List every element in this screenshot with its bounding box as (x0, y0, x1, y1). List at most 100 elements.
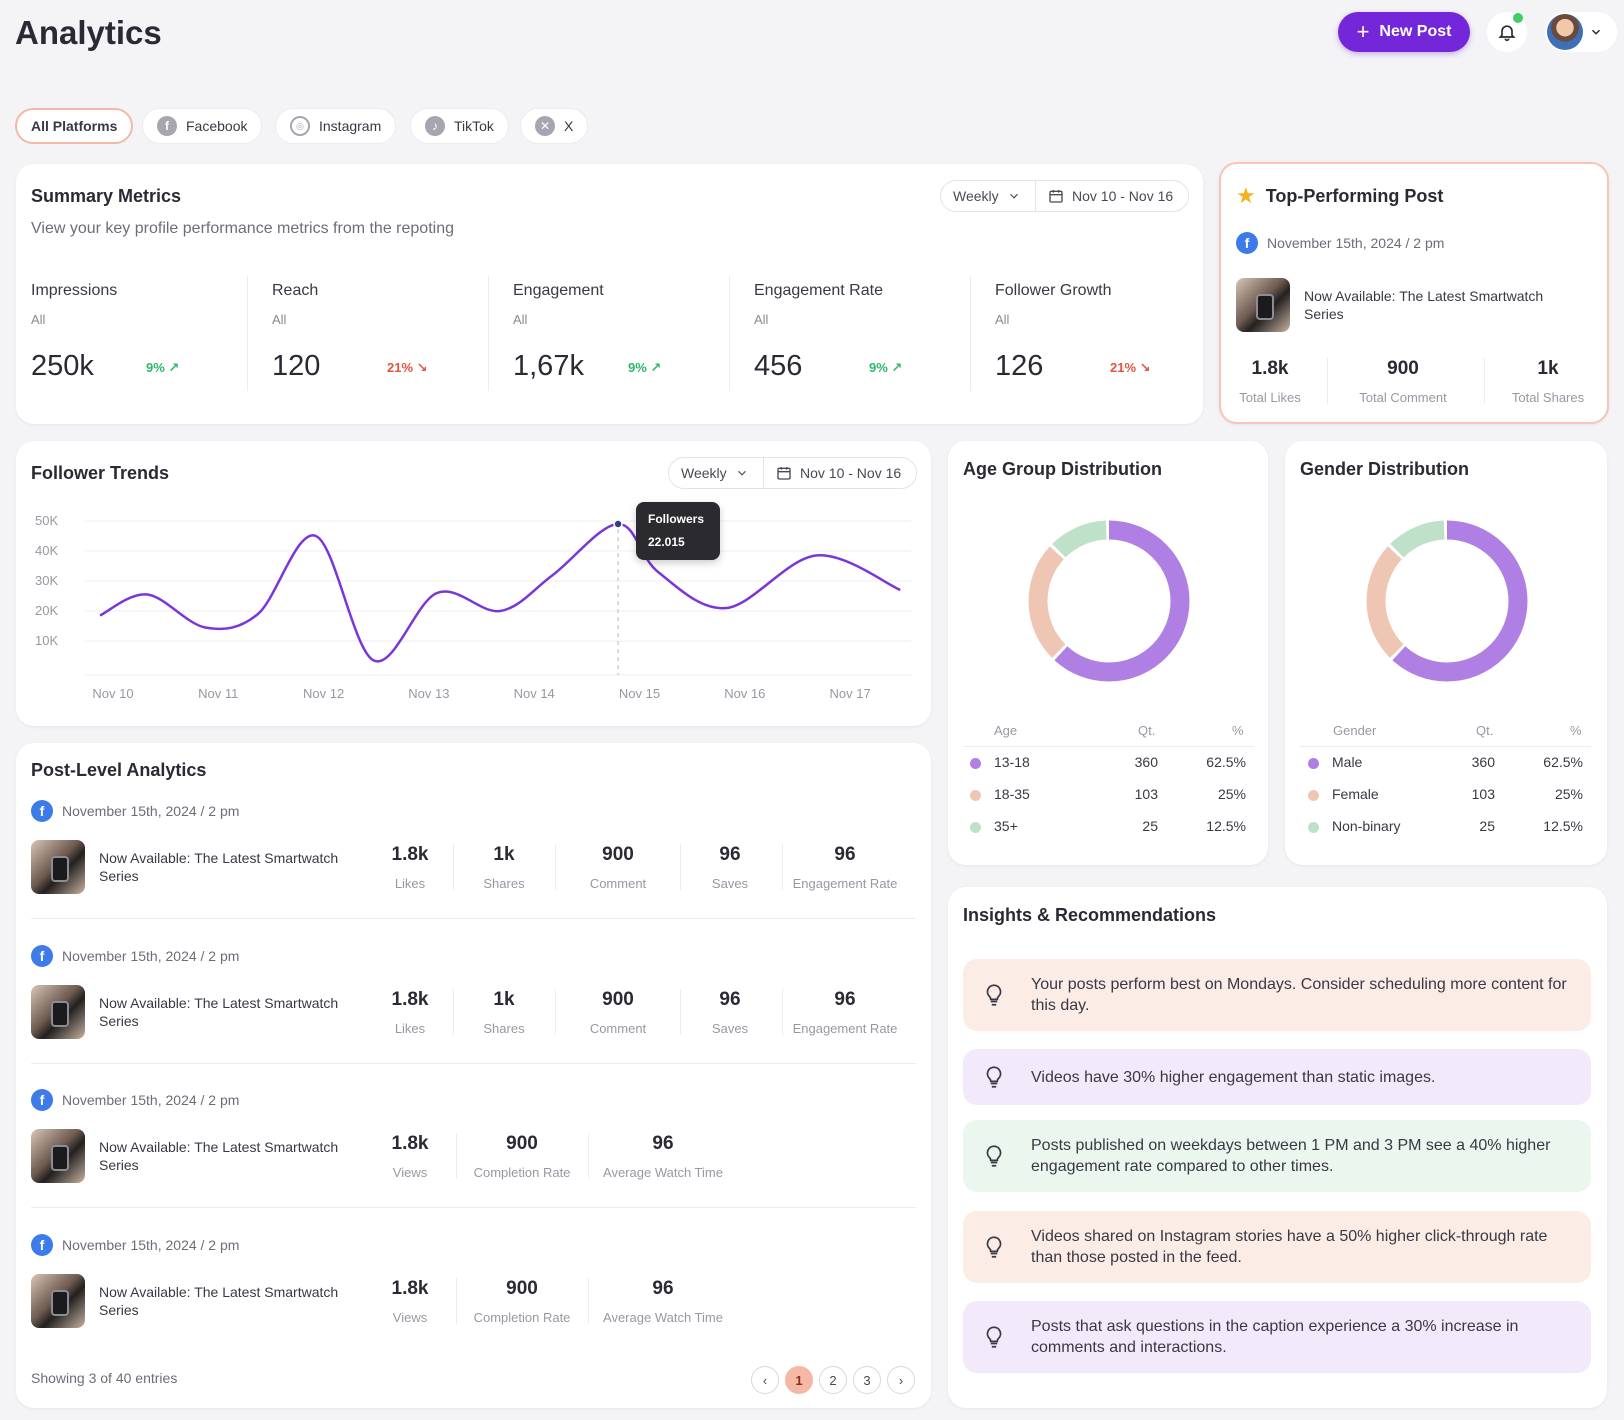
dist-row-pct: 12.5% (1543, 818, 1583, 834)
metric-label: Impressions (31, 282, 118, 299)
dist-row-pct: 25% (1554, 786, 1583, 802)
follower-trend-chart: 50K 40K 30K 20K 10K Nov 10 Nov 11 Nov 12 Nov 13 N… (35, 513, 911, 701)
platform-chip-facebook[interactable]: f Facebook (142, 108, 263, 144)
age-distribution-card (948, 441, 1268, 865)
metric-follower-growth: Follower Growth All 126 21% ↘ (995, 282, 1215, 382)
summary-title: Summary Metrics (31, 186, 182, 206)
platform-chip-x[interactable]: ✕ X (520, 108, 589, 144)
facebook-icon: f (31, 1089, 53, 1111)
platform-chip-all[interactable]: All Platforms (15, 108, 134, 144)
chevron-down-icon (737, 470, 746, 476)
chevron-down-icon (1591, 29, 1601, 35)
facebook-icon: f (31, 800, 53, 822)
insight-item: Posts that ask questions in the caption … (963, 1301, 1591, 1373)
metric-change: 9% ↗ (146, 360, 180, 375)
post-stat-value: 96 (652, 1133, 674, 1154)
top-post-text: Now Available: The Latest Smartwatch Ser… (1304, 288, 1544, 322)
post-stat-label: Views (392, 1165, 428, 1180)
period-label: Weekly (681, 465, 727, 481)
date-range-picker[interactable]: Nov 10 - Nov 16 (763, 458, 913, 488)
post-analytics-title: Post-Level Analytics (31, 760, 207, 780)
insights-title: Insights & Recommendations (963, 905, 1217, 925)
post-stat: 900 Completion Rate (458, 1133, 586, 1180)
y-tick-label: 50K (35, 513, 58, 528)
post-thumbnail (31, 1129, 85, 1183)
x-tick-label: Nov 16 (724, 686, 765, 701)
new-post-button[interactable]: + New Post (1338, 12, 1470, 52)
post-stat: 900 Comment (556, 844, 680, 891)
metric-impressions: Impressions All 250k 9% ↗ (31, 282, 251, 382)
post-stat-label: Shares (483, 1020, 525, 1036)
platform-chip-tiktok[interactable]: ♪ TikTok (410, 108, 509, 144)
chevron-left-icon: ‹ (762, 1372, 768, 1388)
post-stat: 96 Average Watch Time (593, 1278, 733, 1325)
post-stat-label: Comment (589, 1020, 647, 1036)
metric-label: Engagement (513, 282, 604, 299)
dist-row-qty: 360 (1471, 754, 1495, 770)
top-post-likes: 1.8k Total Likes (1239, 358, 1301, 405)
post-stat-value: 1.8k (391, 844, 429, 865)
metric-sub: All (31, 312, 46, 327)
x-tick-label: Nov 11 (198, 686, 238, 701)
lightbulb-icon (986, 1236, 1002, 1258)
post-stat-value: 96 (719, 988, 741, 1010)
pagination-prev-button[interactable]: ‹ (751, 1366, 779, 1394)
bell-icon (1498, 25, 1516, 42)
post-stat: 96 Engagement Rate (780, 989, 910, 1036)
arrow-up-right-icon: ↗ (650, 360, 662, 375)
post-row[interactable]: f November 15th, 2024 / 2 pm Now Available… (31, 1233, 916, 1354)
metric-engagement: Engagement All 1,67k 9% ↗ (513, 282, 733, 382)
legend-dot (970, 822, 981, 833)
platform-chip-label: X (564, 118, 574, 134)
top-post-title: Top-Performing Post (1265, 185, 1444, 206)
pagination-page-1[interactable]: 1 (785, 1366, 813, 1394)
period-select[interactable]: Weekly (941, 181, 1035, 211)
legend-dot (970, 758, 981, 769)
metric-value: 120 (272, 350, 321, 382)
post-row[interactable]: f November 15th, 2024 / 2 pm Now Available… (31, 944, 916, 1065)
post-row[interactable]: f November 15th, 2024 / 2 pm Now Available… (31, 1089, 916, 1209)
period-select[interactable]: Weekly (669, 458, 763, 488)
post-stat-label: Saves (711, 1020, 749, 1036)
top-post-meta: f November 15th, 2024 / 2 pm (1236, 232, 1444, 254)
notification-button[interactable] (1487, 12, 1527, 52)
profile-menu[interactable] (1545, 12, 1617, 52)
metric-change: 9% ↗ (869, 360, 903, 375)
donut-slice (1028, 520, 1190, 682)
date-range-label: Nov 10 - Nov 16 (1072, 188, 1174, 204)
post-stat-label: Comment (589, 876, 647, 891)
calendar-icon (1049, 190, 1063, 203)
dist-row-label: 35+ (994, 818, 1018, 834)
date-range-label: Nov 10 - Nov 16 (800, 465, 902, 481)
arrow-up-right-icon: ↗ (891, 360, 903, 375)
metric-change: 9% ↗ (628, 360, 662, 375)
gender-donut-chart (1366, 520, 1528, 682)
pagination-page-2[interactable]: 2 (819, 1366, 847, 1394)
gender-distribution-title: Gender Distribution (1300, 459, 1470, 479)
post-title: Now Available: The Latest Smartwatch Ser… (99, 994, 339, 1029)
tooltip-value: 22.015 (648, 535, 685, 549)
dist-row-label: Male (1332, 754, 1363, 770)
pct-col-header: % (1232, 723, 1244, 738)
donut-slice (1366, 520, 1528, 682)
legend-dot (970, 790, 981, 801)
age-distribution-title: Age Group Distribution (963, 459, 1162, 479)
date-range-picker[interactable]: Nov 10 - Nov 16 (1035, 181, 1185, 211)
platform-chip-label: Instagram (319, 118, 382, 134)
summary-period-filter: Weekly Nov 10 - Nov 16 (940, 180, 1189, 212)
pagination-page-3[interactable]: 3 (853, 1366, 881, 1394)
metric-label: Engagement Rate (754, 282, 883, 299)
star-icon: ★ (1236, 183, 1256, 208)
post-stat-label: Completion Rate (473, 1309, 571, 1325)
metric-sub: All (513, 312, 528, 327)
facebook-icon: f (31, 944, 53, 967)
post-stat: 96 Average Watch Time (593, 1133, 733, 1180)
top-post-date: November 15th, 2024 / 2 pm (1267, 235, 1445, 251)
pagination-next-button[interactable]: › (887, 1366, 915, 1394)
platform-chip-instagram[interactable]: ◎ Instagram (275, 108, 397, 144)
dist-row-label: Female (1332, 786, 1379, 802)
post-row[interactable]: f November 15th, 2024 / 2 pm Now Available… (31, 800, 916, 920)
entries-count: Showing 3 of 40 entries (31, 1370, 178, 1386)
page-title: Analytics (15, 14, 162, 51)
gender-col-header: Gender (1333, 723, 1377, 738)
